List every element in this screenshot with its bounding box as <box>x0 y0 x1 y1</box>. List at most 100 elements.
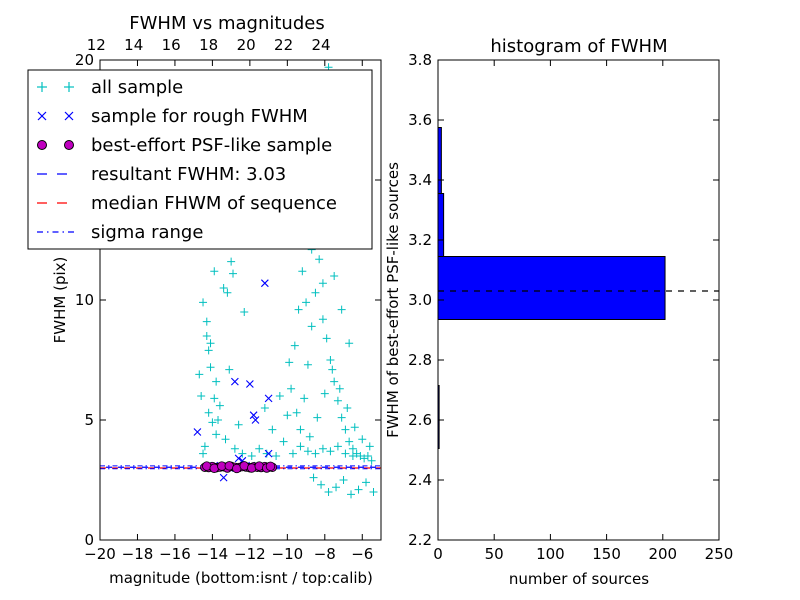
scatter-top-x-tick-label: 24 <box>312 36 331 54</box>
scatter-top-x-tick-label: 20 <box>237 36 256 54</box>
scatter-point-all-sample <box>350 423 359 432</box>
scatter-point-all-sample <box>210 394 219 403</box>
legend-label-sigma-range: sigma range <box>91 222 203 243</box>
scatter-point-all-sample <box>345 339 354 348</box>
scatter-panel: FWHM vs magnitudes −20 −18 −16 −14 −12 −10 −8−… <box>27 13 382 587</box>
scatter-point-all-sample <box>324 488 333 496</box>
scatter-point-all-sample <box>298 267 307 276</box>
scatter-point-all-sample <box>318 315 327 324</box>
histogram-y-tick-label: 2.8 <box>408 351 432 369</box>
scatter-point-all-sample <box>303 360 312 369</box>
scatter-top-x-tick-label: 22 <box>274 36 293 54</box>
histogram-plot-area <box>437 127 719 449</box>
scatter-top-x-tick-label: 18 <box>199 36 218 54</box>
scatter-point-all-sample <box>206 363 215 372</box>
scatter-point-all-sample <box>311 449 320 458</box>
scatter-point-all-sample <box>358 435 367 444</box>
scatter-top-x-tick-label: 14 <box>124 36 143 54</box>
scatter-point-all-sample <box>255 444 264 453</box>
legend-label-psf-sample: best-effort PSF-like sample <box>91 135 332 156</box>
scatter-point-rough-sample <box>219 473 228 482</box>
legend-entry-all-sample: all sample <box>37 77 183 98</box>
scatter-point-all-sample <box>279 437 288 446</box>
scatter-point-all-sample <box>208 418 217 427</box>
scatter-point-all-sample <box>313 413 322 422</box>
scatter-point-all-sample <box>275 392 284 400</box>
scatter-point-all-sample <box>287 384 296 393</box>
scatter-point-rough-sample <box>264 449 273 458</box>
histogram-y-tick-label: 3.6 <box>408 111 432 129</box>
scatter-point-all-sample <box>230 444 239 453</box>
histogram-title: histogram of FWHM <box>490 36 667 57</box>
scatter-point-all-sample <box>202 332 211 340</box>
scatter-point-all-sample <box>223 288 232 297</box>
scatter-point-rough-sample <box>249 411 258 420</box>
scatter-point-all-sample <box>296 425 305 434</box>
scatter-y-tick-label: 0 <box>84 531 94 549</box>
scatter-point-rough-sample <box>234 454 243 463</box>
histogram-x-tick-label: 0 <box>433 545 443 563</box>
histogram-x-tick-label: 100 <box>536 545 565 563</box>
legend-entry-sigma-range: sigma range <box>37 222 203 243</box>
legend-marker-cross-icon <box>37 111 74 121</box>
histogram-y-tick-label: 3.2 <box>408 231 432 249</box>
histogram-y-tick-label: 2.2 <box>408 531 432 549</box>
scatter-y-tick-label: 20 <box>75 51 94 69</box>
legend-entry-median-fwhm: median FHWM of sequence <box>37 193 337 214</box>
scatter-point-psf-sample <box>265 461 276 472</box>
histogram-y-tick-label: 3.0 <box>408 291 432 309</box>
scatter-point-all-sample <box>283 411 292 420</box>
scatter-point-all-sample <box>197 392 206 400</box>
histogram-y-tick-label: 3.8 <box>408 51 432 69</box>
scatter-top-x-ticks: 12 14 16 18 20 22 24 <box>87 36 331 54</box>
scatter-point-all-sample <box>339 476 348 484</box>
scatter-x-ticks: −20 −18 −16 −14 −12 −10 −8 −6 <box>84 60 373 563</box>
scatter-point-all-sample <box>195 370 204 379</box>
scatter-point-all-sample <box>294 305 303 314</box>
scatter-point-all-sample <box>199 449 208 458</box>
scatter-point-all-sample <box>322 334 331 343</box>
scatter-point-rough-sample <box>264 394 273 403</box>
scatter-point-all-sample <box>221 435 230 444</box>
scatter-point-all-sample <box>348 452 357 460</box>
histogram-y-axis-label: FWHM of best-effort PSF-like sources <box>384 162 402 438</box>
scatter-point-all-sample <box>369 488 378 496</box>
scatter-x-tick-label: −6 <box>351 545 373 563</box>
histogram-y-ticks: 2.2 2.4 2.6 2.8 3.0 3.2 3.4 3.6 3.8 <box>408 51 719 549</box>
scatter-plot-area <box>100 63 381 499</box>
scatter-point-all-sample <box>229 269 238 278</box>
scatter-point-all-sample <box>302 298 311 307</box>
histogram-y-tick-label: 2.4 <box>408 471 432 489</box>
scatter-point-all-sample <box>307 322 316 331</box>
scatter-point-rough-sample <box>245 380 254 388</box>
scatter-point-all-sample <box>214 416 223 424</box>
scatter-y-axis-label: FWHM (pix) <box>51 257 69 344</box>
scatter-point-all-sample <box>219 284 228 292</box>
scatter-point-all-sample <box>290 341 299 350</box>
histogram-bar <box>437 193 445 257</box>
scatter-point-rough-sample <box>251 416 260 424</box>
scatter-point-all-sample <box>330 272 339 280</box>
scatter-point-all-sample <box>326 447 335 456</box>
scatter-point-all-sample <box>362 478 371 487</box>
histogram-x-tick-label: 200 <box>648 545 677 563</box>
scatter-x-axis-label: magnitude (bottom:isnt / top:calib) <box>109 569 373 587</box>
scatter-point-all-sample <box>288 449 297 458</box>
scatter-point-all-sample <box>315 255 324 264</box>
scatter-point-all-sample <box>318 444 327 453</box>
scatter-point-all-sample <box>238 449 247 458</box>
histogram-panel: histogram of FWHM 0 50 100 150 200 250 2.2 2.4… <box>384 36 733 588</box>
scatter-point-all-sample <box>234 420 243 429</box>
legend-label-median-fwhm: median FHWM of sequence <box>91 193 337 214</box>
scatter-point-all-sample <box>317 480 326 489</box>
scatter-top-x-tick-label: 16 <box>162 36 181 54</box>
legend-label-resultant-fwhm: resultant FWHM: 3.03 <box>91 164 286 185</box>
legend-entry-psf-sample: best-effort PSF-like sample <box>37 135 332 156</box>
legend-box <box>27 69 373 250</box>
scatter-point-all-sample <box>330 377 339 386</box>
scatter-x-tick-label: −16 <box>159 545 191 563</box>
histogram-x-ticks: 0 50 100 150 200 250 <box>433 60 733 563</box>
scatter-point-all-sample <box>210 267 219 276</box>
scatter-point-all-sample <box>215 401 224 410</box>
scatter-point-rough-sample <box>230 377 239 386</box>
